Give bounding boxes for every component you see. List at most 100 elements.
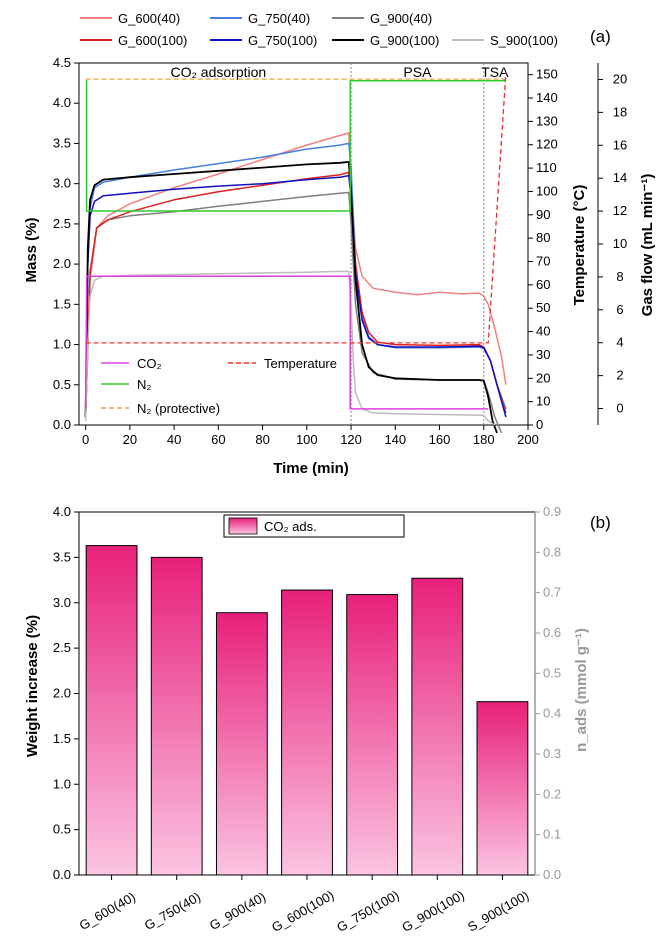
panel-a-gasflow-label: Gas flow (mL min⁻¹) xyxy=(639,174,656,317)
bar xyxy=(281,589,333,876)
temperature-tick-label: 140 xyxy=(536,90,558,105)
y-tick-label: 4.0 xyxy=(53,504,71,519)
panel-a-temperature-axis: 0 10 20 30 40 50 60 70 80 90 100 110 120 130 140 150 xyxy=(528,67,558,432)
x-tick-label: 80 xyxy=(255,432,269,447)
series-line xyxy=(84,275,489,410)
panel-a-y-axis: 0.0 0.5 1.0 1.5 2.0 2.5 3.0 3.5 4.0 4.5 xyxy=(53,55,79,432)
series-line xyxy=(84,191,503,434)
panel-a-y-label: Mass (%) xyxy=(23,217,40,282)
temperature-tick-label: 40 xyxy=(536,324,550,339)
panel-b-chart: (b) G_600(40) G_750(40) G_900(40) G_600(100… xyxy=(24,504,611,935)
gasflow-tick-label: 20 xyxy=(613,71,627,86)
gasflow-tick-label: 2 xyxy=(616,368,623,383)
x-category-label: G_600(40) xyxy=(77,889,138,933)
bar xyxy=(150,556,203,876)
phase-label: PSA xyxy=(403,64,432,80)
gasflow-tick-label: 8 xyxy=(616,269,623,284)
series-line xyxy=(85,79,506,212)
inner-legend-label: N₂ xyxy=(137,377,151,392)
legend-label: G_750(40) xyxy=(248,11,310,26)
x-tick-label: 140 xyxy=(384,432,406,447)
x-tick-label: 120 xyxy=(340,432,362,447)
gasflow-tick-label: 4 xyxy=(616,335,623,350)
panel-a-gasflow-axis: 0 2 4 6 8 10 12 14 16 18 20 xyxy=(597,63,627,425)
nads-tick-label: 0.4 xyxy=(543,706,561,721)
y-tick-label: 3.5 xyxy=(53,549,71,564)
temperature-tick-label: 50 xyxy=(536,300,550,315)
nads-tick-label: 0.5 xyxy=(543,665,561,680)
x-tick-label: 0 xyxy=(82,432,89,447)
temperature-tick-label: 10 xyxy=(536,394,550,409)
series-line xyxy=(84,161,498,434)
x-tick-label: 180 xyxy=(473,432,495,447)
y-tick-label: 0.0 xyxy=(53,417,71,432)
panel-b-bars xyxy=(85,545,529,876)
legend-label: G_750(100) xyxy=(248,33,317,48)
temperature-tick-label: 80 xyxy=(536,230,550,245)
nads-tick-label: 0.9 xyxy=(543,504,561,519)
legend-label: S_900(100) xyxy=(490,33,558,48)
legend-label: G_600(40) xyxy=(118,11,180,26)
series-line xyxy=(85,72,507,344)
y-tick-label: 1.5 xyxy=(53,296,71,311)
legend-label: G_600(100) xyxy=(118,33,187,48)
phase-label: CO₂ adsorption xyxy=(170,64,266,80)
inner-legend-label: CO₂ xyxy=(137,356,162,371)
panel-a-plot-frame xyxy=(78,62,529,426)
y-tick-label: 0.5 xyxy=(53,822,71,837)
x-category-label: G_900(40) xyxy=(207,889,268,933)
gasflow-tick-label: 0 xyxy=(616,401,623,416)
gasflow-tick-label: 10 xyxy=(613,236,627,251)
panel-a-top-legend: G_600(40) G_750(40) G_900(40) G_600(100) G_7… xyxy=(80,11,558,48)
panel-b-y-axis: 0.0 0.5 1.0 1.5 2.0 2.5 3.0 3.5 4.0 xyxy=(53,504,79,882)
legend-label: G_900(40) xyxy=(370,11,432,26)
inner-legend-label: Temperature xyxy=(264,356,337,371)
y-tick-label: 4.5 xyxy=(53,55,71,70)
panel-b-legend-box xyxy=(223,514,405,538)
nads-tick-label: 0.3 xyxy=(543,746,561,761)
gasflow-tick-label: 6 xyxy=(616,302,623,317)
series-line xyxy=(84,142,507,418)
bar xyxy=(476,701,529,876)
bar xyxy=(85,545,138,876)
y-tick-label: 0.0 xyxy=(53,867,71,882)
temperature-tick-label: 0 xyxy=(536,417,543,432)
nads-tick-label: 0.6 xyxy=(543,625,561,640)
nads-tick-label: 0.2 xyxy=(543,786,561,801)
y-tick-label: 1.0 xyxy=(53,337,71,352)
panel-b-legend-swatch xyxy=(228,517,258,535)
panel-a-inner-legend: CO₂ N₂ N₂ (protective) Temperature xyxy=(101,356,337,416)
bar xyxy=(215,612,268,876)
x-category-label: G_900(100) xyxy=(399,887,467,935)
y-tick-label: 2.0 xyxy=(53,256,71,271)
panel-a-chart: (a) G_600(40) G_750(40) G_900(40) G_600(100… xyxy=(23,11,656,477)
gasflow-tick-label: 18 xyxy=(613,104,627,119)
x-tick-label: 20 xyxy=(123,432,137,447)
temperature-tick-label: 130 xyxy=(536,113,558,128)
x-category-label: G_600(100) xyxy=(269,887,337,935)
temperature-tick-label: 20 xyxy=(536,370,550,385)
panel-b-nads-label: n_ads (mmol g⁻¹) xyxy=(573,628,590,752)
panel-b-letter: (b) xyxy=(590,513,611,532)
x-category-label: S_900(100) xyxy=(465,888,531,935)
temperature-tick-label: 150 xyxy=(536,67,558,82)
temperature-tick-label: 60 xyxy=(536,277,550,292)
gasflow-tick-label: 12 xyxy=(613,203,627,218)
panel-b-x-axis: G_600(40) G_750(40) G_900(40) G_600(100)G_7… xyxy=(77,875,531,935)
panel-b-legend: CO₂ ads. xyxy=(223,514,405,538)
nads-tick-label: 0.0 xyxy=(543,867,561,882)
x-tick-label: 40 xyxy=(167,432,181,447)
panel-a-x-axis: 0 20 40 60 80 100 120 140 160 180 200 xyxy=(82,425,539,447)
bar xyxy=(346,594,399,876)
y-tick-label: 2.5 xyxy=(53,640,71,655)
y-tick-label: 3.0 xyxy=(53,176,71,191)
temperature-tick-label: 30 xyxy=(536,347,550,362)
phase-labels: CO₂ adsorption PSA TSA xyxy=(170,64,509,80)
y-tick-label: 2.0 xyxy=(53,686,71,701)
phase-label: TSA xyxy=(481,64,509,80)
nads-tick-label: 0.7 xyxy=(543,585,561,600)
y-tick-label: 1.0 xyxy=(53,776,71,791)
inner-legend-label: N₂ (protective) xyxy=(137,401,220,416)
temperature-tick-label: 120 xyxy=(536,137,558,152)
